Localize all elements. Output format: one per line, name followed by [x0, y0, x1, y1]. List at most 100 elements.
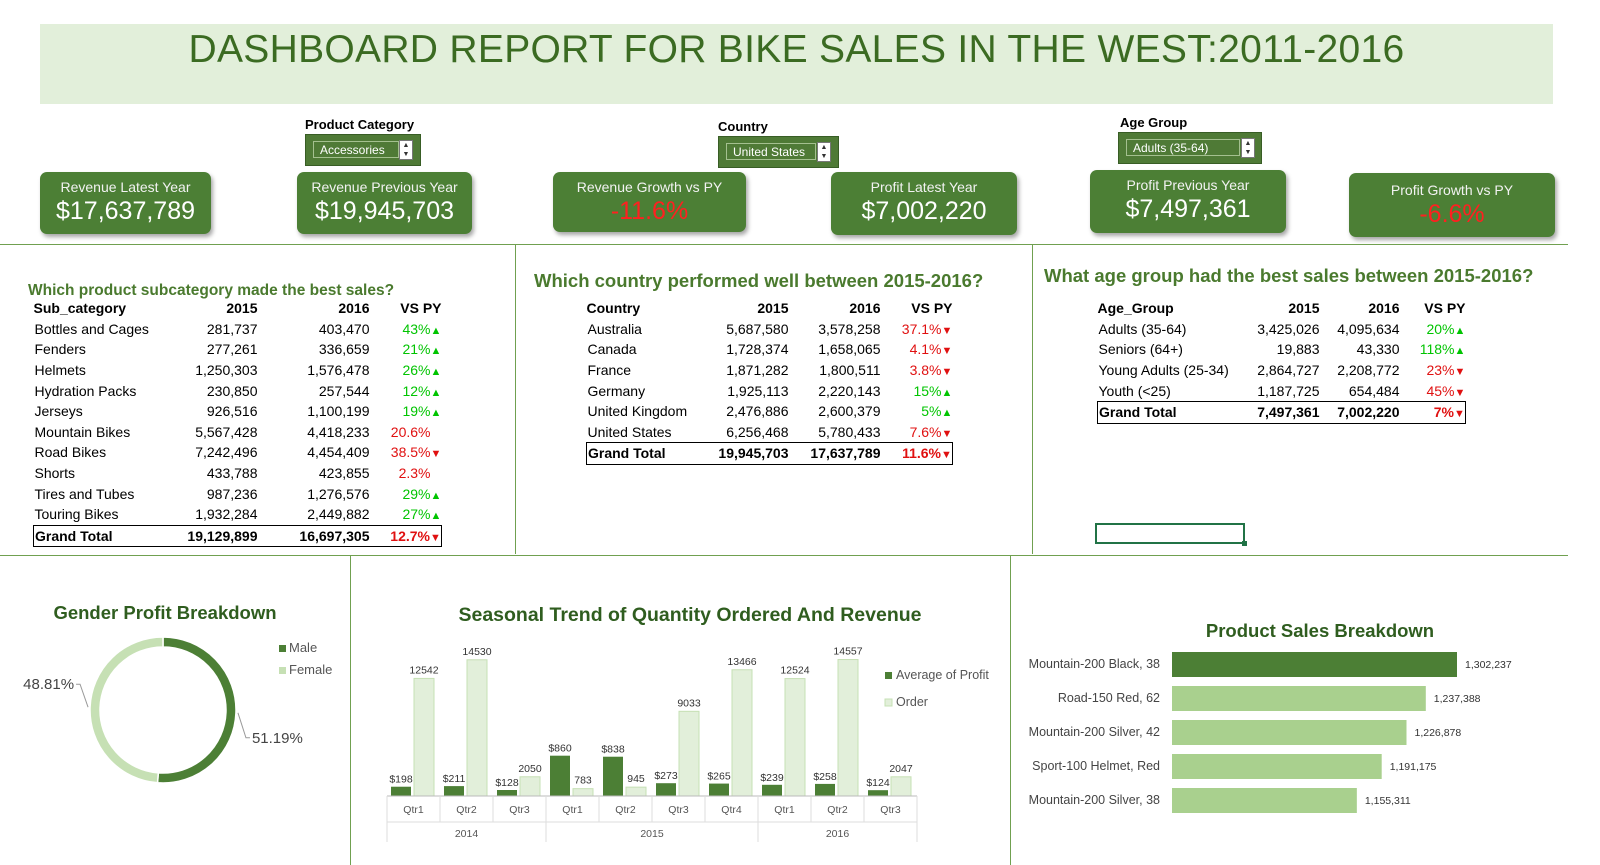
- order-data-label: 13466: [727, 656, 756, 668]
- vs-py-cell: 3.8%▼: [881, 360, 953, 381]
- table-row: Hydration Packs 230,850 257,544 12%▲: [34, 380, 442, 401]
- cell-value: 1,932,284: [195, 506, 258, 523]
- up-arrow-icon: ▲: [430, 489, 442, 502]
- year-tick-label: 2015: [640, 828, 664, 840]
- product-bar: [1172, 754, 1382, 779]
- category-label: Mountain-200 Black, 38: [1029, 657, 1160, 671]
- vs-py-value: 37.1%: [901, 320, 942, 337]
- up-arrow-icon: ▲: [430, 407, 442, 420]
- spin-button-icon[interactable]: ▲ ▼: [399, 140, 413, 160]
- order-data-label: 2047: [889, 763, 913, 775]
- table-row: Jerseys 926,516 1,100,199 19%▲: [34, 401, 442, 422]
- data-label: 1,191,175: [1390, 761, 1437, 773]
- cell-value: 2,864,727: [1257, 362, 1320, 379]
- cell-value: 281,737: [206, 320, 258, 337]
- vs-py-cell: 26%▲: [370, 360, 442, 381]
- cell-value: 2,476,886: [726, 403, 789, 420]
- cell-value: 336,659: [318, 341, 370, 358]
- down-arrow-icon: ▼: [941, 345, 953, 358]
- row-label: Germany: [587, 382, 646, 399]
- profit-data-label: $860: [548, 743, 572, 755]
- cell-value: 5,687,580: [726, 320, 789, 337]
- row-label: Canada: [587, 341, 637, 358]
- cell-value: 2,449,882: [307, 506, 370, 523]
- kpi-value: $19,945,703: [314, 197, 455, 225]
- column-header: 2015: [1288, 300, 1320, 317]
- row-label: France: [587, 362, 632, 379]
- up-arrow-icon: ▲: [1454, 324, 1466, 337]
- column-header: VS PY: [911, 300, 953, 317]
- cell-value: 17,637,789: [788, 442, 881, 465]
- kpi-label: Profit Growth vs PY: [1390, 182, 1514, 198]
- vs-py-cell: 12%▲: [370, 380, 442, 401]
- vs-py-cell: 21%▲: [370, 339, 442, 360]
- order-data-label: 14530: [462, 646, 491, 658]
- order-bar: [572, 788, 594, 797]
- cell-value: 4,418,233: [307, 423, 370, 440]
- slicer-value: Accessories: [313, 141, 399, 158]
- up-arrow-icon: ▲: [430, 345, 442, 358]
- order-data-label: 945: [627, 773, 645, 785]
- data-label: 1,237,388: [1434, 693, 1481, 705]
- vs-py-value: 21%: [402, 341, 431, 358]
- down-arrow-icon: ▼: [941, 324, 953, 337]
- down-arrow-icon: ▼: [941, 366, 953, 379]
- vs-py-value: 20.6%: [390, 423, 431, 440]
- cell-value: 7,497,361: [1237, 400, 1320, 424]
- vs-py-value: 27%: [402, 506, 431, 523]
- quarter-tick-label: Qtr1: [774, 804, 795, 816]
- donut-slice-female: [89, 636, 164, 784]
- donut-slice-male: [156, 636, 237, 784]
- cell-value: 4,095,634: [1337, 320, 1400, 337]
- selected-cell[interactable]: [1095, 523, 1245, 544]
- profit-data-label: $273: [654, 770, 678, 782]
- slicer-age-group[interactable]: Adults (35-64) ▲ ▼: [1118, 132, 1262, 164]
- cell-value: 926,516: [206, 403, 258, 420]
- divider: [0, 244, 1568, 245]
- cell-value: 3,578,258: [818, 320, 881, 337]
- profit-data-label: $198: [389, 774, 413, 786]
- profit-data-label: $124: [866, 777, 890, 789]
- profit-data-label: $211: [443, 773, 466, 785]
- vs-py-cell: 20%▲: [1400, 319, 1466, 340]
- spin-button-icon[interactable]: ▲ ▼: [817, 142, 831, 162]
- divider: [1010, 556, 1011, 865]
- spin-button-icon[interactable]: ▲ ▼: [1241, 138, 1255, 158]
- fill-handle[interactable]: [1242, 541, 1247, 546]
- cell-value: 5,567,428: [195, 423, 258, 440]
- profit-data-label: $838: [601, 744, 625, 756]
- vs-py-value: 12.7%: [390, 527, 430, 544]
- row-label: Mountain Bikes: [34, 423, 131, 440]
- table-row: Helmets 1,250,303 1,576,478 26%▲: [34, 360, 442, 381]
- quarter-tick-label: Qtr1: [403, 804, 424, 816]
- legend-label: Male: [289, 640, 317, 655]
- row-label: Grand Total: [586, 442, 697, 465]
- country-title: Which country performed well between 201…: [534, 270, 984, 291]
- column-header: VS PY: [400, 300, 442, 317]
- vs-py-cell: 2.3%: [370, 463, 442, 484]
- cell-value: 987,236: [206, 485, 258, 502]
- profit-bar: [762, 784, 782, 796]
- legend-swatch: [279, 645, 286, 652]
- profit-bar: [391, 786, 411, 796]
- vs-py-value: 45%: [1426, 382, 1455, 399]
- vs-py-cell: 7.6%▼: [881, 422, 953, 443]
- cell-value: 1,658,065: [818, 341, 881, 358]
- vs-py-cell: 118%▲: [1400, 339, 1466, 360]
- vs-py-value: 4.1%: [909, 341, 942, 358]
- subcategory-title: Which product subcategory made the best …: [28, 282, 395, 299]
- cell-value: 5,780,433: [818, 423, 881, 440]
- vs-py-value: 2.3%: [398, 465, 431, 482]
- cell-value: 2,600,379: [818, 403, 881, 420]
- slicer-product-category[interactable]: Accessories ▲ ▼: [305, 134, 421, 166]
- profit-data-label: $258: [813, 771, 837, 783]
- vs-py-value: 12%: [402, 382, 431, 399]
- slicer-country[interactable]: United States ▲ ▼: [718, 136, 839, 168]
- cell-value: 7,242,496: [195, 444, 258, 461]
- row-label: Seniors (64+): [1098, 341, 1183, 358]
- down-arrow-icon: ▼: [1454, 366, 1466, 379]
- slicer-value: United States: [726, 143, 816, 160]
- table-row: Adults (35-64) 3,425,026 4,095,634 20%▲: [1098, 319, 1466, 340]
- table-row: United Kingdom 2,476,886 2,600,379 5%▲: [587, 401, 953, 422]
- kpi-revenue-previous-year: Revenue Previous Year $19,945,703: [297, 172, 472, 234]
